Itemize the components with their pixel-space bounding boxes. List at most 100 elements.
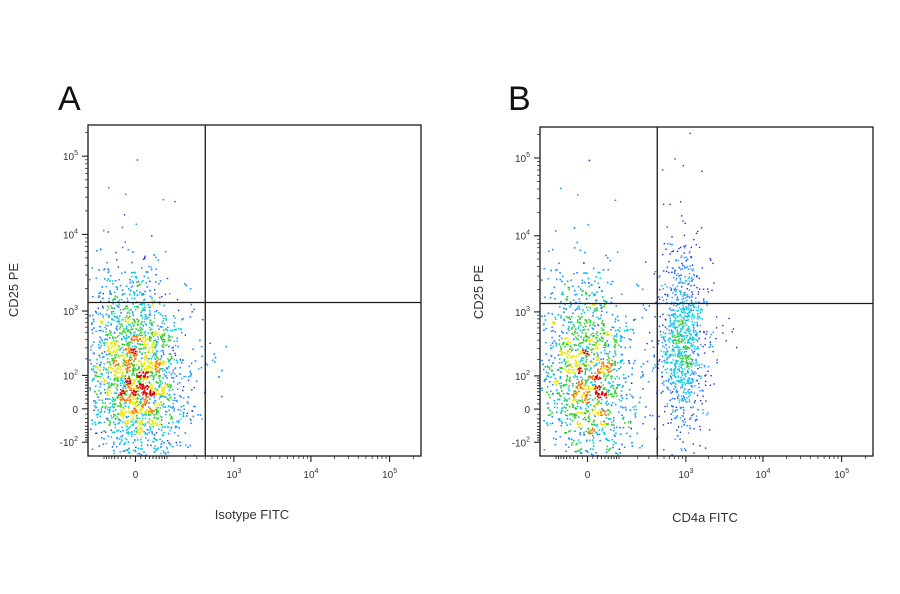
- event-dot: [142, 383, 144, 386]
- event-dot: [133, 293, 136, 295]
- event-dot: [143, 376, 145, 379]
- event-dot: [135, 328, 137, 330]
- event-dot: [119, 349, 121, 351]
- event-dot: [179, 366, 181, 369]
- event-dot: [127, 329, 130, 331]
- event-dot: [128, 367, 130, 369]
- event-dot: [172, 421, 174, 424]
- event-dot: [172, 403, 174, 405]
- event-dot: [151, 235, 153, 237]
- event-dot: [156, 310, 158, 312]
- event-dot: [90, 363, 92, 365]
- event-dot: [149, 319, 152, 322]
- event-dot: [165, 413, 167, 416]
- event-dot: [193, 308, 195, 311]
- event-dot: [109, 406, 111, 409]
- event-dot: [135, 376, 138, 378]
- event-dot: [149, 429, 151, 431]
- event-dot: [129, 320, 131, 322]
- event-dot: [173, 322, 175, 324]
- event-dot: [140, 454, 143, 456]
- event-dot: [146, 376, 149, 378]
- event-dot: [101, 381, 103, 383]
- event-dot: [150, 424, 153, 426]
- event-dot: [139, 432, 142, 434]
- event-dot: [117, 351, 119, 353]
- event-dot: [146, 358, 149, 360]
- event-dot: [144, 318, 146, 320]
- event-dot: [143, 375, 145, 377]
- event-dot: [133, 297, 136, 300]
- event-dot: [96, 358, 98, 361]
- event-dot: [105, 331, 107, 333]
- event-dot: [97, 375, 99, 377]
- event-dot: [130, 418, 132, 420]
- event-dot: [95, 407, 97, 409]
- event-dot: [174, 425, 177, 427]
- event-dot: [162, 320, 164, 322]
- event-dot: [91, 329, 93, 331]
- event-dot: [161, 434, 164, 436]
- event-dot: [155, 406, 157, 408]
- event-dot: [140, 361, 142, 363]
- event-dot: [133, 421, 135, 424]
- event-dot: [135, 402, 137, 404]
- event-dot: [186, 401, 189, 403]
- event-dot: [107, 390, 109, 392]
- event-dot: [125, 348, 127, 350]
- event-dot: [130, 328, 132, 331]
- event-dot: [110, 324, 112, 326]
- event-dot: [149, 366, 151, 368]
- event-dot: [209, 342, 211, 344]
- event-dot: [144, 423, 147, 425]
- event-dot: [97, 307, 99, 309]
- event-dot: [111, 358, 113, 360]
- event-dot: [143, 356, 146, 358]
- event-dot: [123, 344, 125, 346]
- event-dot: [149, 340, 151, 342]
- event-dot: [156, 393, 158, 395]
- event-dot: [132, 442, 134, 444]
- event-dot: [113, 413, 115, 416]
- event-dot: [115, 377, 118, 379]
- event-dot: [147, 365, 149, 368]
- event-dot: [162, 392, 164, 394]
- event-dot: [136, 306, 138, 308]
- event-dot: [163, 403, 165, 405]
- event-dot: [171, 418, 174, 420]
- event-dot: [132, 424, 134, 427]
- event-dot: [144, 398, 147, 400]
- event-dot: [214, 361, 216, 363]
- event-dot: [141, 340, 143, 342]
- event-dot: [174, 397, 176, 399]
- event-dot: [160, 338, 163, 341]
- event-dot: [168, 353, 171, 355]
- event-dot: [142, 364, 144, 367]
- event-dot: [191, 311, 193, 313]
- event-dot: [110, 392, 113, 394]
- event-dot: [193, 405, 195, 408]
- event-dot: [140, 438, 142, 441]
- event-dot: [151, 409, 153, 412]
- event-dot: [122, 380, 124, 382]
- event-dot: [140, 323, 142, 325]
- event-dot: [100, 408, 102, 410]
- event-dot: [162, 377, 164, 379]
- event-dot: [179, 409, 182, 412]
- event-dot: [115, 251, 117, 254]
- event-dot: [111, 341, 113, 343]
- event-dot: [94, 421, 96, 424]
- event-dot: [127, 337, 129, 339]
- event-dot: [182, 389, 184, 392]
- event-dot: [127, 321, 129, 324]
- event-dot: [113, 297, 116, 300]
- event-dot: [122, 353, 124, 356]
- event-dot: [206, 364, 209, 366]
- event-dot: [151, 370, 153, 373]
- event-dot: [97, 380, 99, 382]
- event-dot: [163, 432, 165, 434]
- event-dot: [160, 357, 162, 359]
- event-dot: [170, 357, 173, 359]
- event-dot: [177, 383, 179, 385]
- event-dot: [128, 335, 130, 338]
